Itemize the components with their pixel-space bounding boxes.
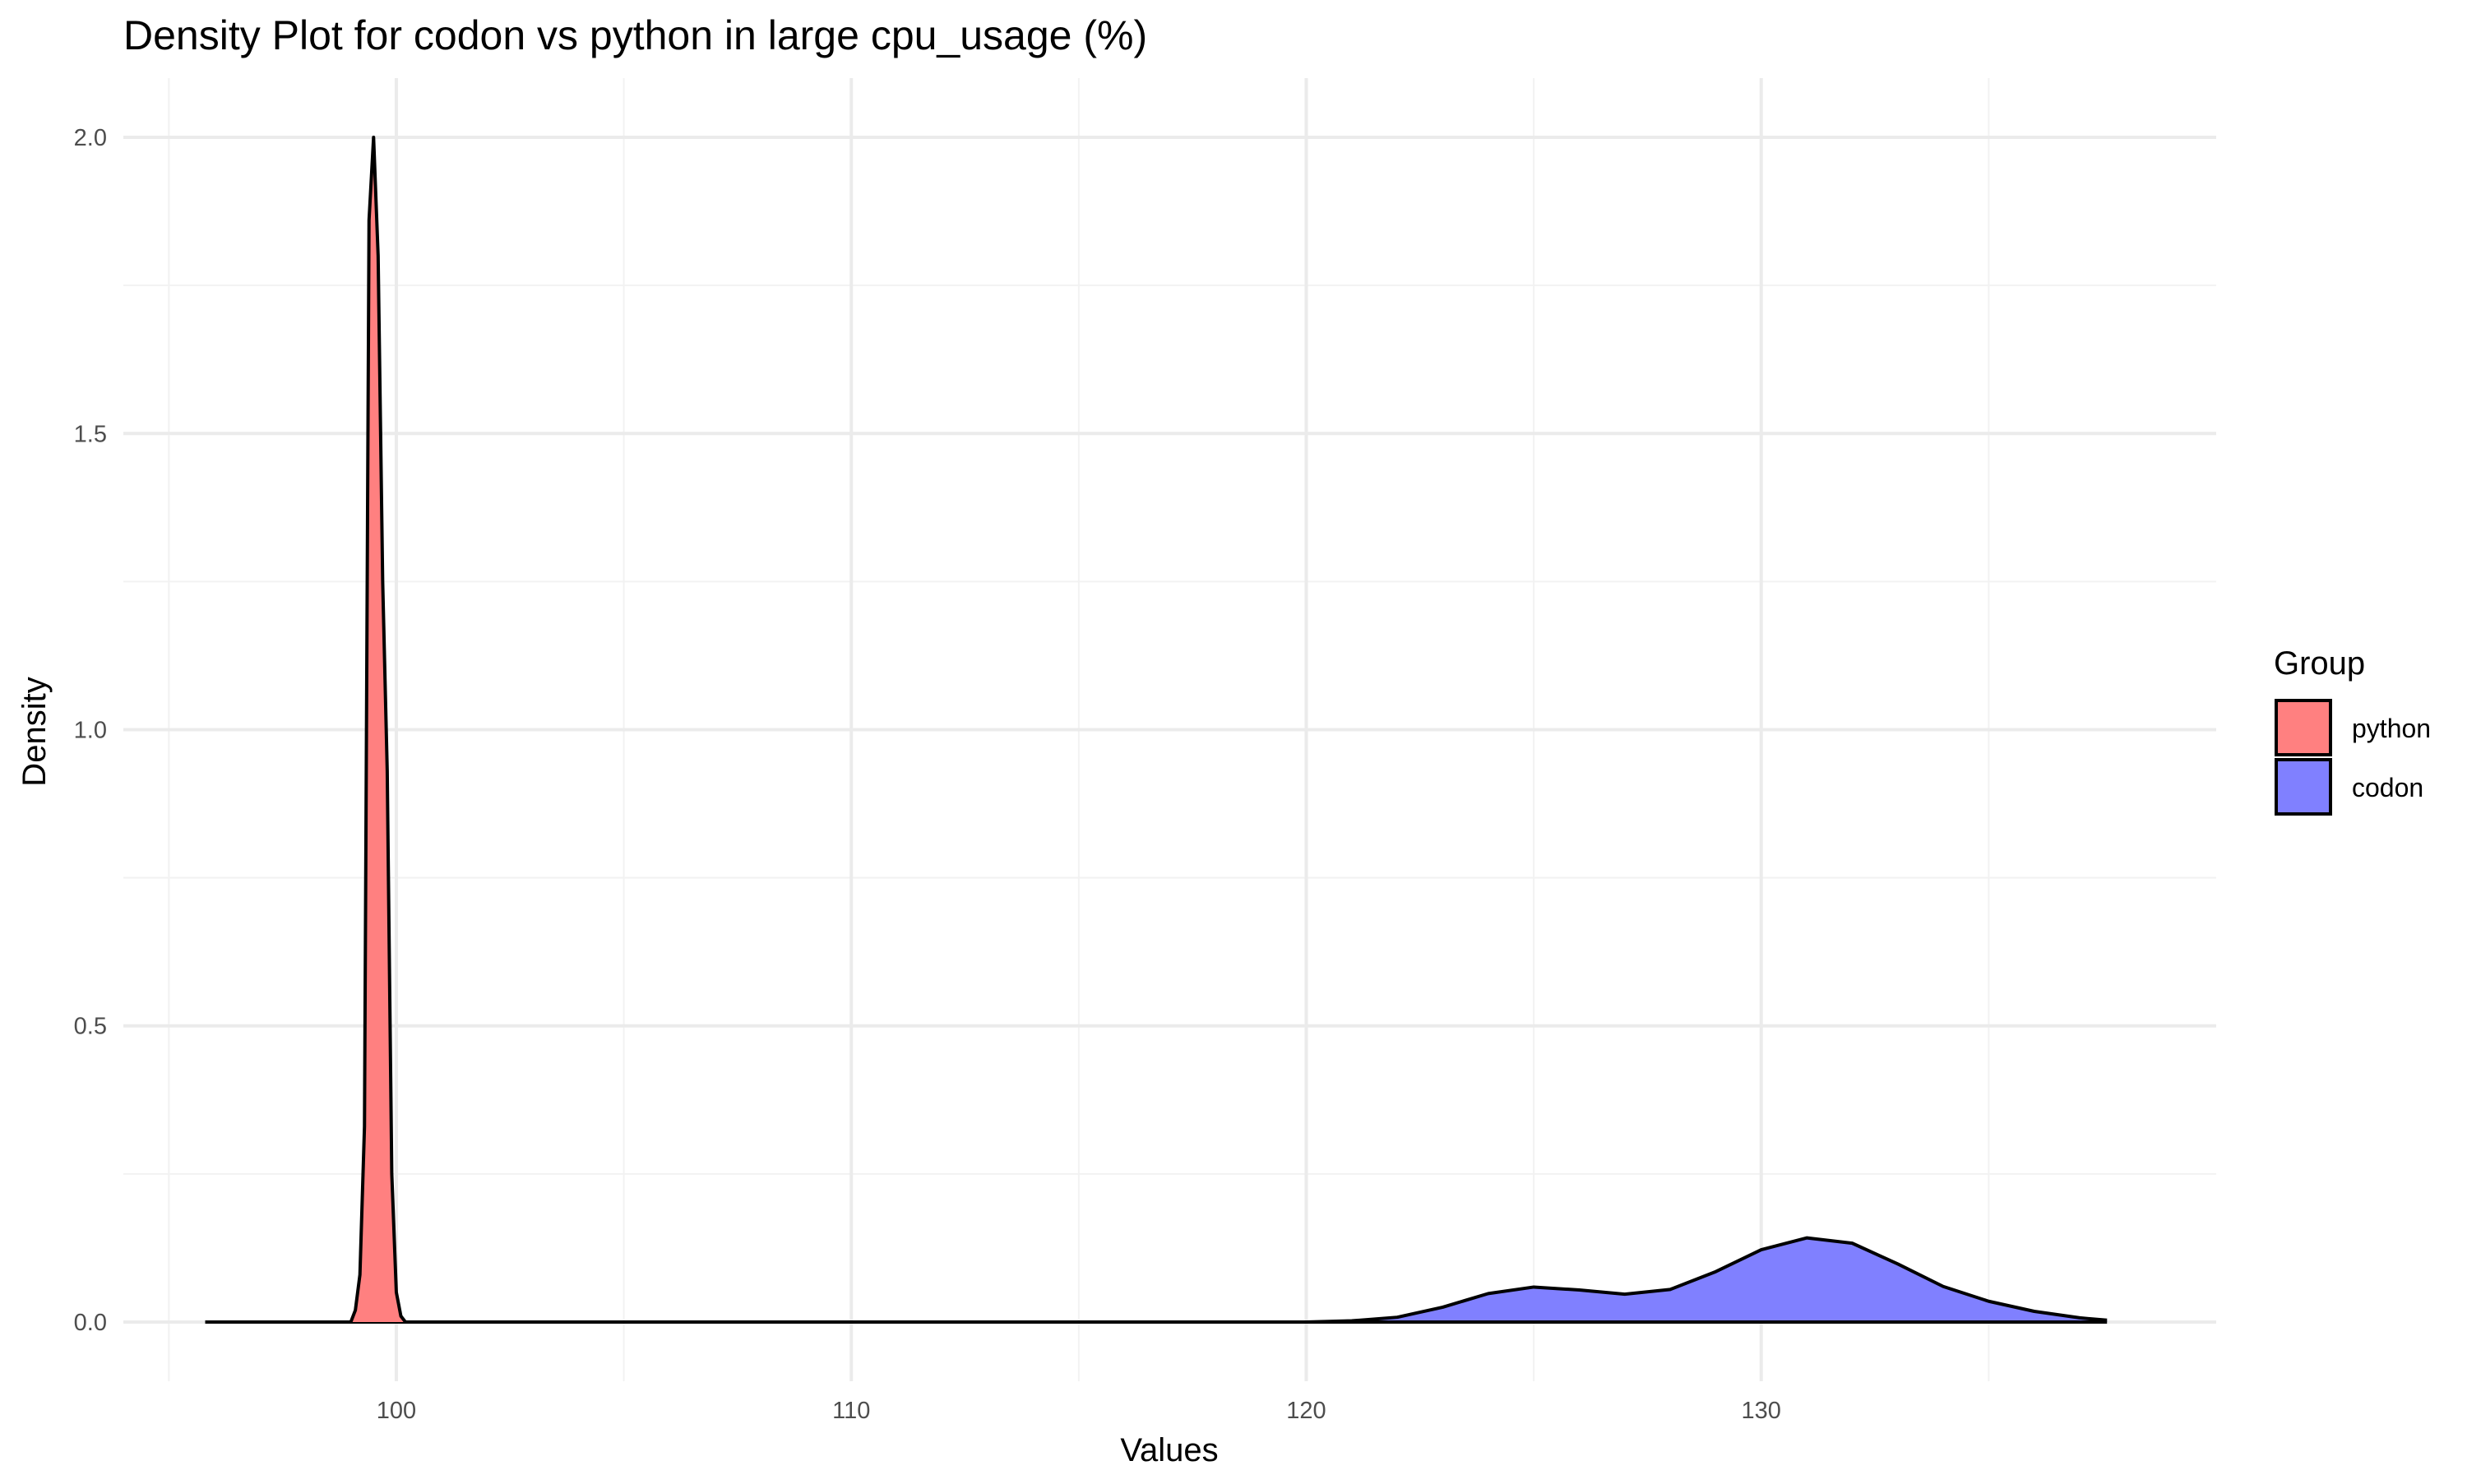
x-axis-title: Values bbox=[1120, 1432, 1218, 1468]
x-tick-label: 110 bbox=[832, 1398, 870, 1424]
y-tick-label: 1.0 bbox=[74, 718, 107, 744]
y-axis-title: Density bbox=[16, 677, 53, 786]
x-tick-label: 100 bbox=[377, 1398, 416, 1424]
chart-title: Density Plot for codon vs python in larg… bbox=[123, 12, 1147, 58]
codon-density-line bbox=[205, 1236, 2108, 1324]
grid-lines bbox=[123, 78, 2216, 1381]
codon-legend-swatch bbox=[2275, 758, 2332, 816]
legend-title: Group bbox=[2274, 645, 2365, 682]
y-tick-label: 0.5 bbox=[74, 1014, 107, 1040]
codon-legend-label: codon bbox=[2352, 773, 2423, 802]
python-legend-swatch bbox=[2275, 699, 2332, 756]
x-tick-label: 120 bbox=[1286, 1398, 1326, 1424]
x-tick-label: 130 bbox=[1742, 1398, 1781, 1424]
y-tick-label: 1.5 bbox=[74, 421, 107, 447]
density-series bbox=[205, 136, 2108, 1324]
legend-items: python codon bbox=[2275, 699, 2431, 816]
y-tick-label: 2.0 bbox=[74, 125, 107, 151]
python-density-line bbox=[205, 136, 2108, 1324]
axis-ticks: 100 110 120 130 0.0 0.5 1.0 1.5 2.0 bbox=[74, 125, 1781, 1424]
legend: Group python codon bbox=[2274, 645, 2431, 816]
y-tick-label: 0.0 bbox=[74, 1310, 107, 1336]
python-legend-label: python bbox=[2352, 714, 2431, 743]
codon-density-area bbox=[205, 1237, 2108, 1322]
